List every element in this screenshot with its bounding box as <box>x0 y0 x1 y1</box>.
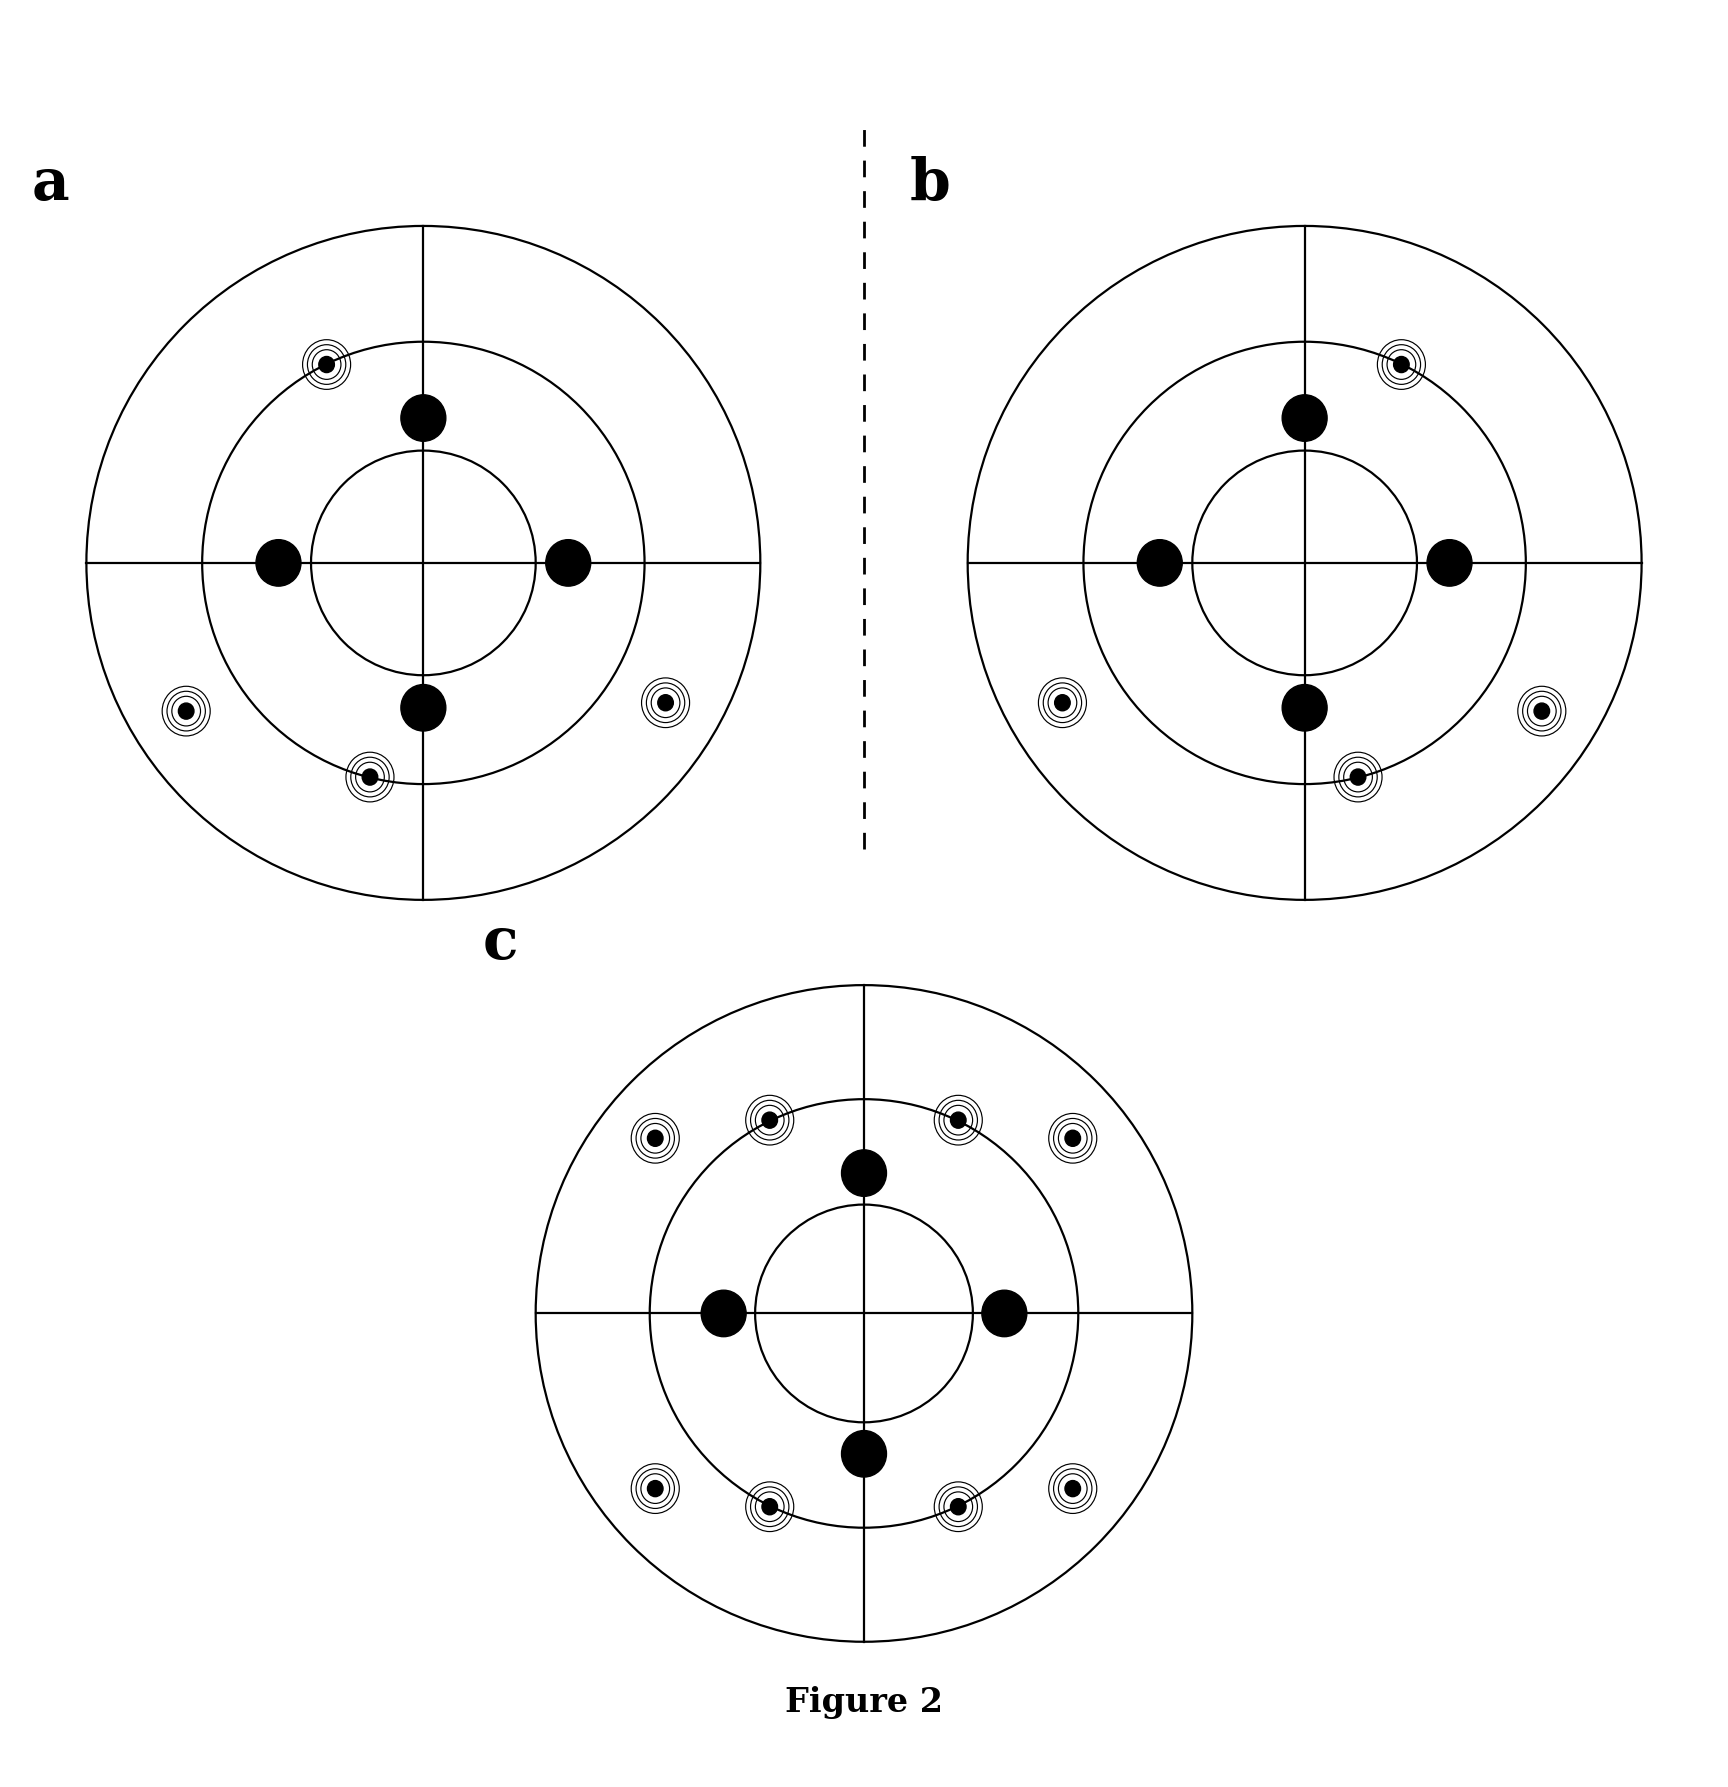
Circle shape <box>1427 540 1472 586</box>
Circle shape <box>1350 768 1365 784</box>
Text: c: c <box>482 915 518 970</box>
Circle shape <box>1282 684 1327 731</box>
Circle shape <box>1393 356 1408 372</box>
Circle shape <box>1064 1481 1080 1498</box>
Circle shape <box>842 1149 886 1196</box>
Circle shape <box>320 356 335 372</box>
Circle shape <box>950 1499 966 1515</box>
Circle shape <box>1282 395 1327 441</box>
Text: b: b <box>909 155 950 211</box>
Circle shape <box>762 1112 778 1128</box>
Circle shape <box>658 695 674 711</box>
Circle shape <box>1064 1129 1080 1145</box>
Circle shape <box>1137 540 1182 586</box>
Circle shape <box>401 395 446 441</box>
Circle shape <box>842 1431 886 1478</box>
Circle shape <box>178 702 194 718</box>
Circle shape <box>546 540 591 586</box>
Circle shape <box>256 540 301 586</box>
Circle shape <box>648 1129 664 1145</box>
Circle shape <box>401 684 446 731</box>
Text: Figure 2: Figure 2 <box>785 1687 943 1719</box>
Circle shape <box>1534 702 1550 718</box>
Text: a: a <box>31 155 69 211</box>
Circle shape <box>1054 695 1070 711</box>
Circle shape <box>982 1290 1026 1337</box>
Circle shape <box>950 1112 966 1128</box>
Circle shape <box>648 1481 664 1498</box>
Circle shape <box>363 768 378 784</box>
Circle shape <box>702 1290 746 1337</box>
Circle shape <box>762 1499 778 1515</box>
